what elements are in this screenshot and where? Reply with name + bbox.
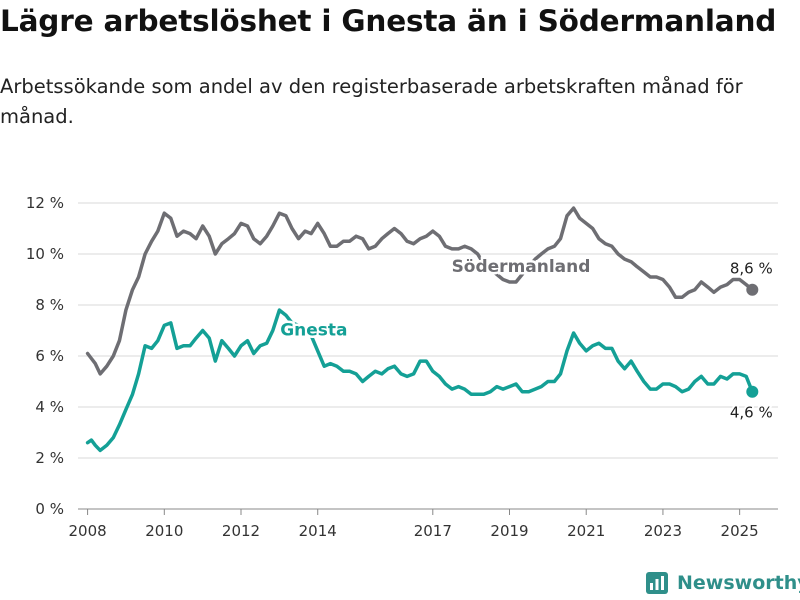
series-labels: Södermanland Gnesta 8,6 % 4,6 % xyxy=(278,254,775,423)
series-label-gnesta: Gnesta xyxy=(280,321,347,341)
y-axis-ticks: 0 % 2 % 4 % 6 % 8 % 10 % 12 % xyxy=(26,194,64,518)
series-label-sodermanland: Södermanland xyxy=(452,257,591,277)
brand-name: Newsworthy xyxy=(677,572,800,594)
chart-title: Lägre arbetslöshet i Gnesta än i Söderma… xyxy=(0,4,777,38)
newsworthy-bars-icon xyxy=(646,572,668,594)
x-axis-ticks: 2008 2010 2012 2014 2017 2019 2021 2023 2025 xyxy=(68,509,759,540)
series-lines xyxy=(85,206,759,453)
series-line-sodermanland xyxy=(85,206,755,376)
gridlines xyxy=(78,202,778,510)
end-label-gnesta: 4,6 % xyxy=(730,404,773,422)
y-tick-label: 6 % xyxy=(35,347,64,365)
newsworthy-logo[interactable]: Newsworthy xyxy=(645,568,800,598)
end-label-sodermanland: 8,6 % xyxy=(730,260,773,278)
x-tick-label: 2008 xyxy=(68,522,106,540)
y-tick-label: 8 % xyxy=(35,296,64,314)
end-point-gnesta xyxy=(746,385,759,398)
end-point-sodermanland xyxy=(746,283,759,296)
x-tick-label: 2014 xyxy=(299,522,337,540)
series-line-gnesta xyxy=(85,308,755,453)
x-tick-label: 2012 xyxy=(222,522,260,540)
x-tick-label: 2023 xyxy=(644,522,682,540)
chart-subtitle: Arbetssökande som andel av den registerb… xyxy=(0,75,743,128)
y-tick-label: 4 % xyxy=(35,398,64,416)
x-tick-label: 2021 xyxy=(567,522,605,540)
x-tick-label: 2017 xyxy=(414,522,452,540)
y-tick-label: 2 % xyxy=(35,449,64,467)
x-tick-label: 2019 xyxy=(490,522,528,540)
x-tick-label: 2025 xyxy=(721,522,759,540)
x-tick-label: 2010 xyxy=(145,522,183,540)
y-tick-label: 10 % xyxy=(26,245,64,263)
y-tick-label: 0 % xyxy=(35,500,64,518)
y-tick-label: 12 % xyxy=(26,194,64,212)
